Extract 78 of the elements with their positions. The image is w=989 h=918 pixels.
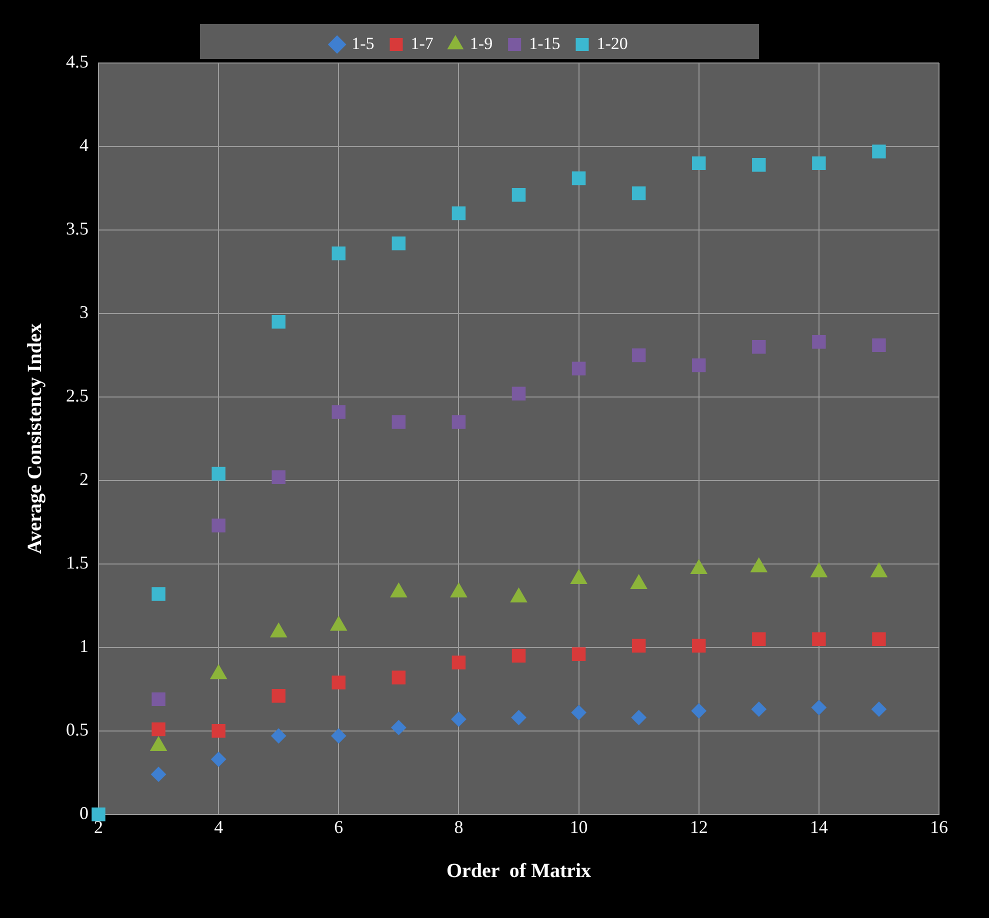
point [752,632,766,646]
point [871,702,886,717]
point [872,338,886,352]
x-tick-label: 6 [334,816,344,837]
point [572,171,586,186]
point [212,724,226,738]
point [692,638,706,653]
legend-label: 1-5 [352,34,374,53]
point [92,808,106,822]
point [812,334,826,349]
point [872,144,886,158]
x-tick-label: 16 [930,816,948,837]
legend-label: 1-20 [596,34,628,53]
point [872,632,886,646]
y-tick-label: 3 [80,302,88,322]
point [511,710,526,726]
point [692,156,706,170]
point [272,314,286,329]
point [752,158,766,172]
point [452,656,466,670]
y-axis-title: Average Consistency Index [24,323,46,554]
point [272,470,286,484]
point [391,720,406,736]
x-tick-label: 4 [214,816,224,837]
point [332,246,346,260]
legend-label: 1-7 [410,34,434,53]
y-tick-label: 1 [80,636,88,656]
point [632,638,646,653]
x-tick-label: 10 [570,816,588,837]
point [451,712,466,727]
point [152,722,166,736]
point [512,386,526,400]
point [332,405,346,419]
point [152,587,166,601]
y-tick-label: 4.5 [66,52,88,72]
point [572,362,586,376]
point [392,415,406,429]
point [512,648,526,663]
point [811,700,826,716]
point [692,358,706,372]
x-tick-label: 12 [690,816,708,837]
y-tick-label: 1.5 [66,552,88,573]
x-tick-label: 2 [94,816,103,837]
y-tick-label: 4 [80,135,88,156]
point [452,206,466,220]
point [212,466,226,481]
point [212,518,226,532]
point [752,340,766,354]
point [272,688,286,703]
point [152,692,166,706]
point [392,670,406,684]
point [631,710,646,726]
point [211,752,226,767]
point [751,702,766,717]
point [512,188,526,202]
y-tick-label: 2.5 [66,386,88,406]
point [271,728,286,744]
point [632,186,646,200]
y-tick-label: 0.5 [66,720,88,740]
point [812,632,826,646]
y-tick-label: 0 [80,803,88,824]
point [331,728,346,744]
point [452,415,466,429]
legend-label: 1-15 [529,34,560,53]
point [632,348,646,362]
y-tick-label: 3.5 [66,218,88,239]
point [332,676,346,690]
point [812,156,826,170]
point [691,703,706,718]
point [571,705,586,720]
y-tick-label: 2 [80,469,88,490]
point [151,766,166,782]
legend-label: 1-9 [470,34,493,53]
x-axis-title: Order of Matrix [446,860,592,882]
x-tick-label: 8 [454,816,464,837]
x-tick-label: 14 [810,816,828,837]
point [392,236,406,250]
point [572,647,586,661]
